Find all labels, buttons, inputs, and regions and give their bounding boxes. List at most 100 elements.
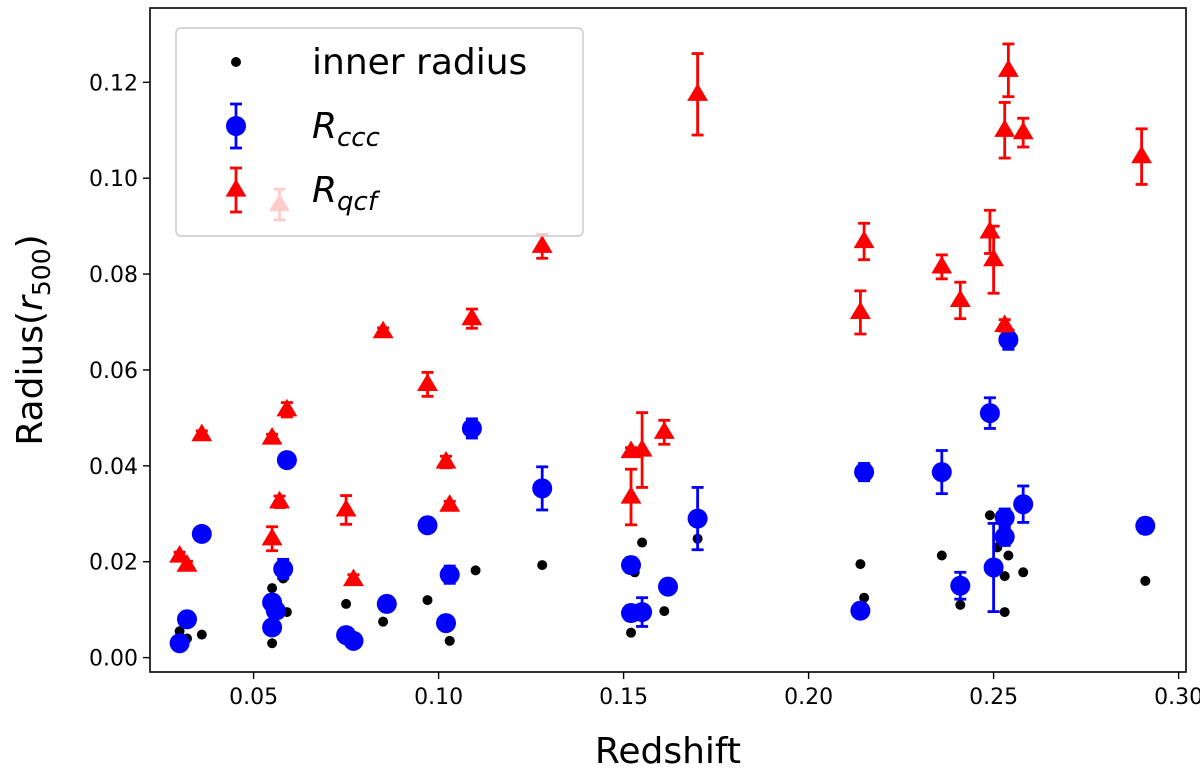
data-point-r-ccc	[687, 508, 708, 529]
data-point-r-ccc	[1013, 494, 1034, 515]
data-point-inner-radius	[626, 627, 636, 638]
data-point-inner-radius	[984, 510, 995, 521]
data-point-r-ccc	[1135, 515, 1156, 536]
data-point-r-ccc	[177, 609, 197, 630]
data-point-r-qcf	[849, 301, 871, 320]
data-point-inner-radius	[422, 595, 433, 606]
data-point-inner-radius	[267, 583, 278, 594]
data-point-inner-radius	[637, 537, 648, 548]
y-tick-label: 0.06	[89, 359, 138, 384]
data-point-r-ccc	[854, 462, 875, 483]
data-point-inner-radius	[859, 592, 870, 603]
x-axis-label: Redshift	[595, 731, 741, 772]
y-tick-label: 0.10	[89, 167, 138, 192]
data-point-r-ccc	[262, 617, 283, 638]
legend-entry: inner radius	[231, 42, 527, 83]
y-label-var: r	[10, 294, 51, 311]
data-point-r-ccc	[994, 526, 1015, 547]
data-point-r-ccc	[931, 462, 952, 483]
data-point-r-qcf	[191, 423, 213, 442]
legend-entry: Rqcf	[225, 166, 381, 217]
data-point-r-qcf	[997, 59, 1019, 77]
data-point-r-ccc	[191, 523, 212, 544]
x-tick-label: 0.10	[414, 685, 463, 710]
data-point-inner-radius	[999, 607, 1010, 618]
data-point-r-qcf	[461, 307, 483, 326]
data-point-r-qcf	[1131, 145, 1153, 164]
data-point-inner-radius	[444, 635, 455, 646]
y-label-sub: 500	[27, 248, 56, 296]
y-label-close: )	[10, 234, 51, 248]
y-tick-label: 0.02	[89, 551, 138, 576]
data-point-inner-radius	[955, 599, 966, 610]
data-point-inner-radius	[1003, 550, 1014, 561]
data-point-r-ccc	[994, 507, 1015, 528]
data-point-r-ccc	[417, 515, 438, 536]
x-tick-label: 0.05	[229, 685, 278, 710]
data-point-inner-radius	[267, 638, 278, 649]
data-point-r-ccc	[276, 450, 297, 471]
data-point-r-ccc	[439, 564, 460, 585]
y-axis-label: Radius(r500)	[10, 234, 56, 445]
data-point-r-qcf	[979, 220, 1001, 239]
data-point-r-ccc	[983, 557, 1004, 578]
data-point-inner-radius	[470, 565, 481, 576]
series-r-ccc	[169, 328, 1156, 654]
data-point-r-qcf	[653, 421, 675, 439]
data-point-inner-radius	[855, 559, 866, 570]
plot-area	[169, 42, 1156, 654]
data-point-r-ccc	[621, 555, 641, 576]
data-point-r-qcf	[631, 439, 653, 457]
data-point-r-qcf	[276, 398, 298, 417]
x-axis: 0.05 0.10 0.15 0.20 0.25 0.30	[229, 672, 1200, 710]
series-inner-radius	[174, 510, 1151, 649]
data-point-r-ccc	[265, 600, 286, 621]
legend: inner radius Rccc Rqcf	[175, 27, 584, 237]
y-tick-label: 0.12	[89, 71, 138, 96]
legend-label: Rccc	[312, 106, 380, 153]
data-point-r-qcf	[687, 83, 709, 101]
data-point-inner-radius	[537, 560, 548, 571]
data-point-r-qcf	[343, 568, 364, 587]
legend-box	[175, 27, 584, 237]
data-point-r-qcf	[994, 314, 1016, 332]
data-point-r-qcf	[983, 248, 1005, 267]
data-point-r-qcf	[994, 119, 1016, 137]
data-point-inner-radius	[341, 598, 352, 609]
data-point-inner-radius	[378, 616, 389, 627]
data-point-r-ccc	[632, 602, 653, 623]
x-tick-label: 0.25	[969, 685, 1018, 710]
x-tick-label: 0.15	[599, 685, 648, 710]
data-point-inner-radius	[999, 571, 1010, 582]
data-point-inner-radius	[196, 629, 207, 640]
data-point-r-ccc	[850, 600, 871, 621]
data-point-r-qcf	[531, 235, 553, 253]
x-tick-label: 0.30	[1154, 685, 1200, 710]
data-point-inner-radius	[1140, 575, 1151, 586]
legend-entry: Rccc	[226, 102, 380, 153]
data-point-r-ccc	[376, 593, 397, 614]
plot-frame	[149, 7, 1187, 673]
data-point-r-qcf	[261, 527, 283, 546]
data-point-r-qcf	[620, 486, 642, 504]
data-point-r-ccc	[950, 575, 971, 596]
legend-label: inner radius	[312, 42, 527, 83]
data-point-r-ccc	[273, 558, 294, 579]
data-point-r-ccc	[343, 630, 364, 651]
data-point-r-ccc	[979, 403, 1000, 424]
y-tick-label: 0.00	[89, 647, 138, 672]
data-point-r-qcf	[372, 320, 394, 339]
data-point-r-qcf	[269, 490, 290, 509]
data-point-r-qcf	[1012, 121, 1034, 140]
x-tick-label: 0.20	[784, 685, 833, 710]
data-point-r-ccc	[998, 329, 1019, 350]
legend-marker-triangle	[225, 179, 247, 197]
data-point-r-ccc	[658, 576, 678, 597]
y-tick-label: 0.08	[89, 263, 138, 288]
data-point-r-qcf	[435, 451, 457, 469]
data-point-r-qcf	[931, 255, 953, 274]
data-point-r-qcf	[261, 427, 283, 445]
data-point-r-ccc	[436, 613, 456, 634]
data-point-r-qcf	[439, 494, 461, 512]
